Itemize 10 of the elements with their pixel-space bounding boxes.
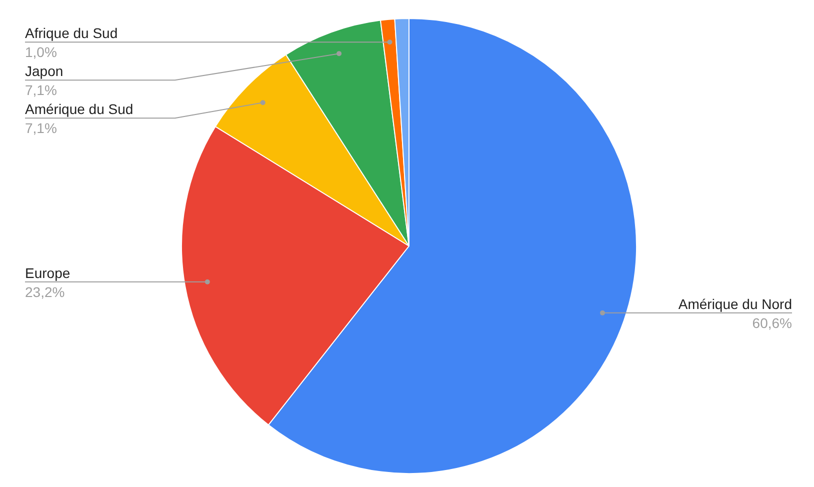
slice-label: Afrique du Sud <box>25 25 118 42</box>
data-label: 1,0% <box>25 44 57 60</box>
data-label: 23,2% <box>25 284 65 300</box>
slice-label: Japon <box>25 63 64 80</box>
slice-label: Amérique du Nord <box>678 296 792 312</box>
data-label: 60,6% <box>752 314 792 331</box>
data-label: 7,1% <box>25 120 57 136</box>
slice-label: Europe <box>25 264 70 281</box>
slice-label: Amérique du Sud <box>25 101 134 118</box>
data-label: 7,1% <box>25 82 57 98</box>
